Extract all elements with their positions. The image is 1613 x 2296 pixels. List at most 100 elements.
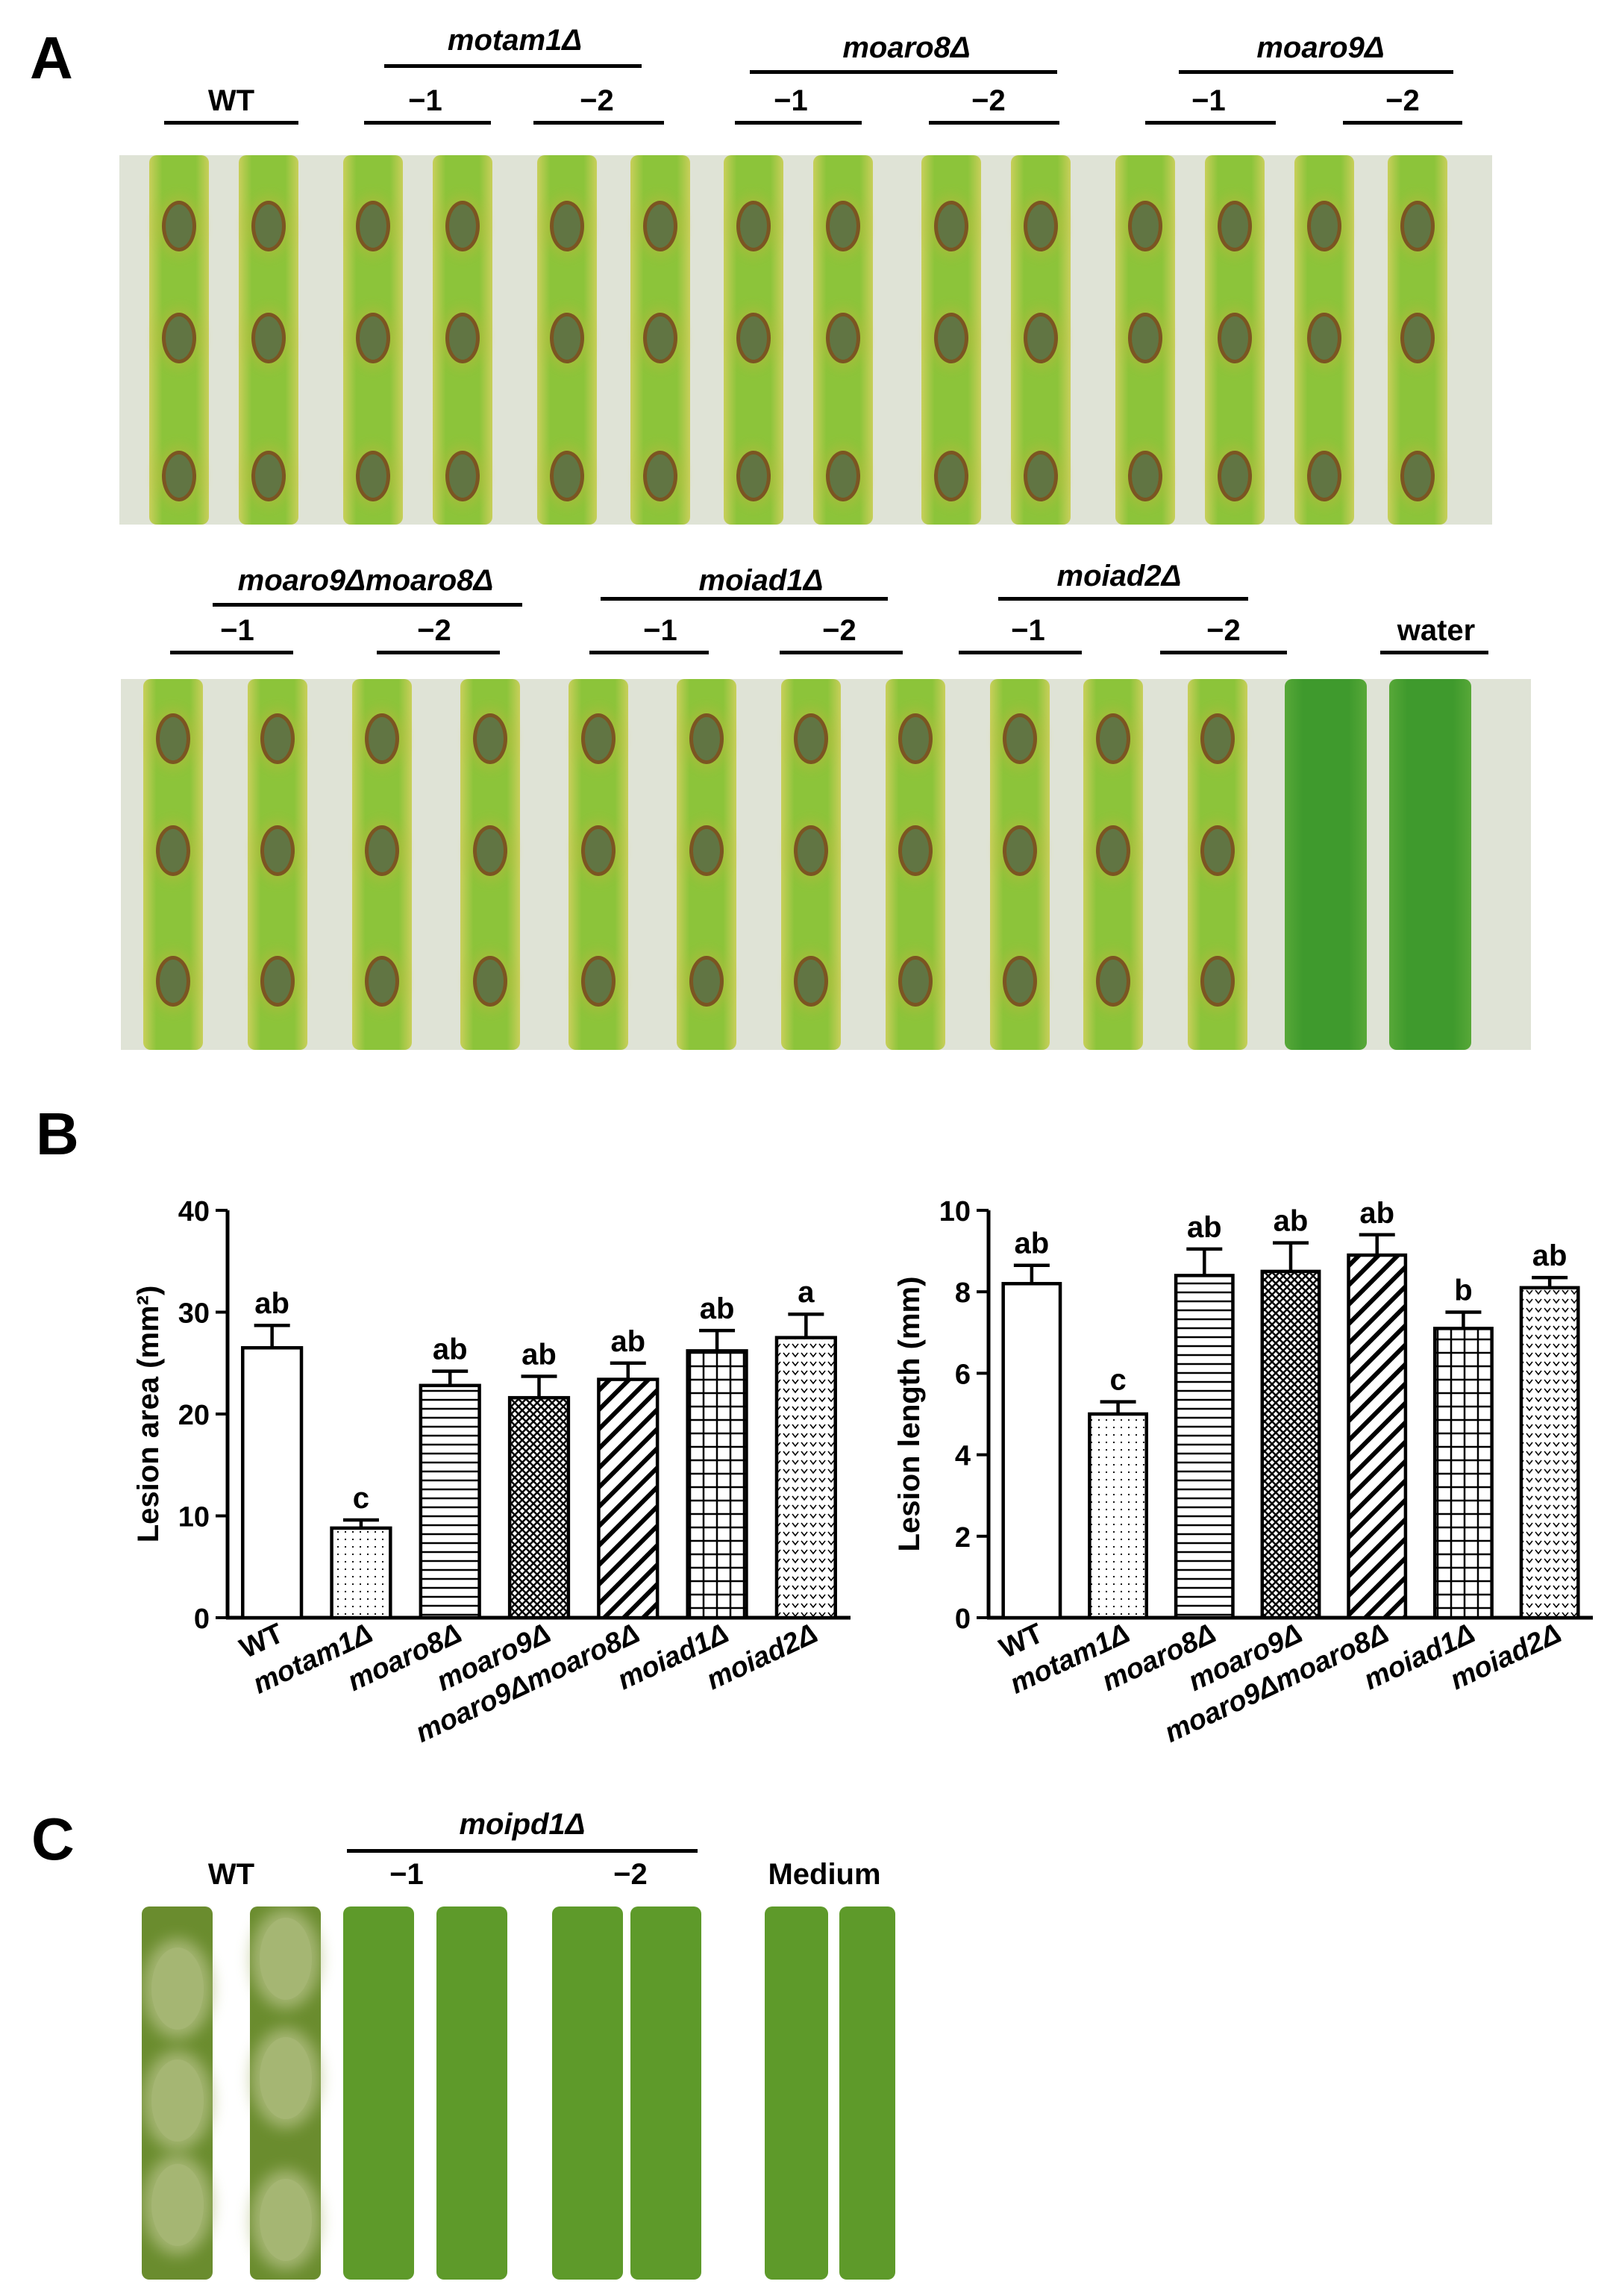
bar bbox=[330, 1526, 392, 1620]
lesion bbox=[693, 717, 720, 760]
significance-label: ab bbox=[522, 1338, 557, 1371]
lesion bbox=[798, 717, 824, 760]
bar bbox=[1519, 1286, 1580, 1620]
significance-label: ab bbox=[433, 1333, 468, 1366]
y-tick-label: 10 bbox=[178, 1502, 210, 1533]
y-tick-label: 0 bbox=[955, 1604, 971, 1635]
lesion bbox=[740, 454, 767, 498]
lesion bbox=[264, 960, 291, 1003]
group-line-double bbox=[213, 603, 522, 607]
lesion bbox=[1311, 454, 1338, 498]
lesion bbox=[554, 316, 580, 360]
y-tick-label: 10 bbox=[939, 1196, 971, 1227]
lesion bbox=[1132, 454, 1159, 498]
label-c-medium: Medium bbox=[768, 1858, 881, 1891]
label-motam1-2: −2 bbox=[580, 84, 614, 117]
panel-c-photo bbox=[142, 1906, 895, 2280]
underline-moiad1-1 bbox=[589, 651, 709, 654]
panel-letter-a: A bbox=[30, 25, 73, 91]
lesion bbox=[938, 316, 965, 360]
lesion bbox=[1311, 204, 1338, 248]
label-double: moaro9Δmoaro8Δ bbox=[237, 564, 494, 597]
significance-label: ab bbox=[1359, 1197, 1394, 1230]
underline-moaro9-1 bbox=[1145, 121, 1276, 125]
label-double-1: −1 bbox=[220, 614, 254, 647]
label-water: water bbox=[1397, 614, 1476, 647]
underline-moaro8-1 bbox=[735, 121, 862, 125]
lesion bbox=[264, 829, 291, 872]
label-moiad1-2: −2 bbox=[822, 614, 856, 647]
significance-label: b bbox=[1454, 1274, 1472, 1307]
y-tick-label: 2 bbox=[955, 1522, 971, 1554]
bar bbox=[241, 1346, 304, 1620]
underline-moiad2-2 bbox=[1160, 651, 1287, 654]
lesion bbox=[449, 316, 476, 360]
leaf bbox=[343, 1906, 414, 2280]
lesion bbox=[798, 829, 824, 872]
label-c-1: −1 bbox=[389, 1858, 424, 1891]
significance-label: ab bbox=[254, 1287, 289, 1320]
lesion bbox=[740, 204, 767, 248]
underline-double-2 bbox=[377, 651, 500, 654]
significance-label: c bbox=[353, 1482, 369, 1515]
bar bbox=[1260, 1269, 1321, 1620]
lesion bbox=[360, 204, 386, 248]
bar bbox=[419, 1383, 481, 1620]
lesion bbox=[1027, 204, 1054, 248]
lesion bbox=[151, 1948, 204, 2030]
lesion bbox=[830, 316, 856, 360]
lesion bbox=[938, 454, 965, 498]
bar bbox=[597, 1377, 660, 1620]
bar bbox=[774, 1336, 837, 1620]
bar bbox=[507, 1395, 571, 1620]
lesion bbox=[166, 454, 192, 498]
underline-moaro8-2 bbox=[929, 121, 1059, 125]
group-line-moaro8 bbox=[750, 70, 1057, 74]
lesion bbox=[160, 960, 187, 1003]
lesion bbox=[1006, 960, 1033, 1003]
lesion bbox=[938, 204, 965, 248]
lesion bbox=[1204, 829, 1231, 872]
lesion bbox=[1221, 454, 1248, 498]
leaf bbox=[1389, 679, 1471, 1050]
underline-water bbox=[1380, 651, 1488, 654]
lesion bbox=[1204, 960, 1231, 1003]
lesion bbox=[1006, 829, 1033, 872]
lesion bbox=[1100, 829, 1127, 872]
lesion bbox=[151, 2059, 204, 2142]
lesion bbox=[585, 960, 612, 1003]
label-double-2: −2 bbox=[417, 614, 451, 647]
label-moiad1-1: −1 bbox=[643, 614, 677, 647]
lesion bbox=[1221, 204, 1248, 248]
lesion bbox=[477, 960, 504, 1003]
underline-double-1 bbox=[170, 651, 293, 654]
lesion bbox=[449, 454, 476, 498]
label-moaro9: moaro9Δ bbox=[1256, 31, 1385, 64]
leaf bbox=[630, 1906, 701, 2280]
leaf bbox=[839, 1906, 895, 2280]
lesion bbox=[1404, 316, 1431, 360]
lesion bbox=[151, 2164, 204, 2246]
leaf bbox=[1285, 679, 1367, 1050]
lesion bbox=[902, 829, 929, 872]
group-line-motam1 bbox=[384, 64, 642, 68]
group-line-moiad1 bbox=[601, 597, 888, 601]
significance-label: ab bbox=[1274, 1205, 1309, 1238]
bar bbox=[686, 1349, 748, 1620]
lesion bbox=[255, 204, 282, 248]
label-moiad2: moiad2Δ bbox=[1056, 560, 1182, 592]
label-wt: WT bbox=[207, 84, 255, 117]
lesion bbox=[830, 454, 856, 498]
lesion bbox=[259, 2179, 312, 2261]
lesion bbox=[259, 2037, 312, 2119]
panel-letter-c: C bbox=[31, 1806, 75, 1872]
lesion bbox=[166, 204, 192, 248]
lesion bbox=[1404, 454, 1431, 498]
underline-motam1-2 bbox=[533, 121, 664, 125]
lesion bbox=[255, 454, 282, 498]
lesion bbox=[1100, 717, 1127, 760]
significance-label: ab bbox=[610, 1325, 645, 1358]
underline-moiad1-2 bbox=[780, 651, 903, 654]
lesion bbox=[740, 316, 767, 360]
